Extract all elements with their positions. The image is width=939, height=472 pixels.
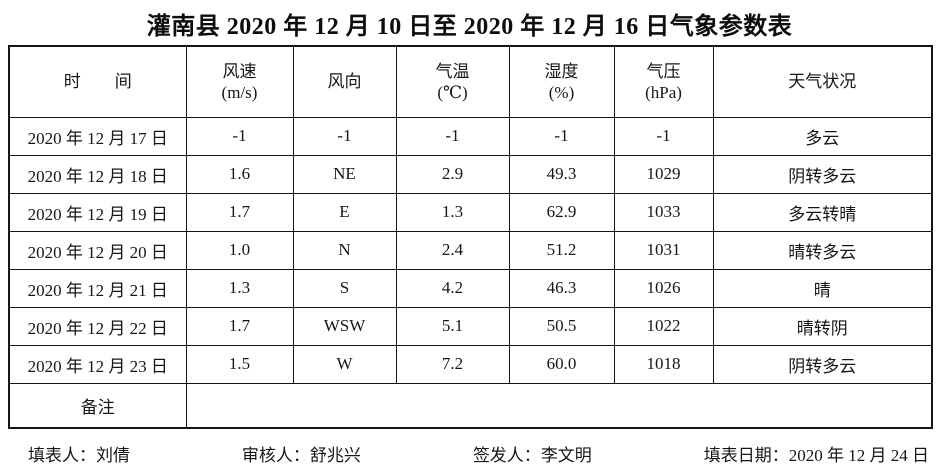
cell-wind-speed: 1.5 (185, 344, 294, 384)
cell-wind-speed: 1.7 (185, 192, 294, 232)
header-unit: (m/s) (221, 82, 258, 102)
cell-weather: 多云 (712, 116, 933, 156)
weather-table: 时 间 风速 (m/s) 风向 气温 (℃) 湿度 (%) (8, 45, 933, 429)
header-cell-wind-speed: 风速 (m/s) (185, 45, 294, 118)
cell-wind-direction: E (292, 192, 397, 232)
cell-pressure: 1018 (613, 344, 714, 384)
remark-value (185, 382, 933, 429)
cell-weather: 晴转阴 (712, 306, 933, 346)
issuer-label: 签发人： (472, 446, 541, 465)
cell-humidity: 50.5 (508, 306, 615, 346)
cell-weather: 晴 (712, 268, 933, 308)
cell-pressure: -1 (613, 116, 714, 156)
reviewer-field: 审核人：舒兆兴 (242, 441, 361, 466)
header-cell-temperature: 气温 (℃) (395, 45, 510, 118)
cell-pressure: 1026 (613, 268, 714, 308)
remark-row: 备注 (8, 382, 933, 429)
reviewer-name: 舒兆兴 (309, 446, 361, 465)
cell-temperature: 1.3 (395, 192, 510, 232)
preparer-label: 填表人： (28, 446, 96, 465)
header-cell-pressure: 气压 (hPa) (613, 45, 714, 118)
table-row: 2020 年 12 月 22 日 1.7 WSW 5.1 50.5 1022 晴… (8, 306, 933, 346)
cell-humidity: 62.9 (508, 192, 615, 232)
table-row: 2020 年 12 月 20 日 1.0 N 2.4 51.2 1031 晴转多… (8, 230, 933, 270)
cell-temperature: 5.1 (395, 306, 510, 346)
header-label: 时 间 (63, 72, 132, 92)
cell-humidity: 49.3 (508, 154, 615, 194)
cell-wind-direction: -1 (292, 116, 397, 156)
header-unit: (℃) (437, 82, 468, 102)
header-unit: (hPa) (645, 82, 682, 102)
cell-wind-direction: N (292, 230, 397, 270)
reviewer-label: 审核人： (241, 446, 310, 465)
issuer-field: 签发人：李文明 (473, 441, 592, 466)
cell-pressure: 1022 (613, 306, 714, 346)
header-cell-weather-condition: 天气状况 (712, 45, 933, 118)
cell-wind-direction: WSW (292, 306, 397, 346)
header-label: 气压 (646, 61, 681, 81)
header-unit: (%) (548, 82, 575, 102)
cell-humidity: 51.2 (508, 230, 615, 270)
cell-date: 2020 年 12 月 22 日 (8, 306, 187, 346)
cell-date: 2020 年 12 月 17 日 (8, 116, 187, 156)
header-cell-wind-direction: 风向 (292, 45, 397, 118)
fill-date-value: 2020 年 12 月 24 日 (788, 446, 929, 465)
cell-humidity: 60.0 (508, 344, 615, 384)
fill-date-label: 填表日期： (703, 446, 789, 465)
cell-weather: 晴转多云 (712, 230, 933, 270)
table-header-row: 时 间 风速 (m/s) 风向 气温 (℃) 湿度 (%) (8, 45, 933, 118)
cell-weather: 阴转多云 (712, 154, 933, 194)
cell-pressure: 1033 (613, 192, 714, 232)
cell-wind-speed: 1.0 (185, 230, 294, 270)
cell-wind-direction: W (292, 344, 397, 384)
cell-wind-speed: 1.6 (185, 154, 294, 194)
cell-temperature: 2.9 (395, 154, 510, 194)
cell-pressure: 1031 (613, 230, 714, 270)
cell-wind-direction: NE (292, 154, 397, 194)
remark-label: 备注 (8, 382, 187, 429)
cell-weather: 多云转晴 (712, 192, 933, 232)
header-cell-humidity: 湿度 (%) (508, 45, 615, 118)
cell-temperature: 2.4 (395, 230, 510, 270)
cell-weather: 阴转多云 (712, 344, 933, 384)
table-row: 2020 年 12 月 21 日 1.3 S 4.2 46.3 1026 晴 (8, 268, 933, 308)
page-title: 灌南县 2020 年 12 月 10 日至 2020 年 12 月 16 日气象… (146, 14, 793, 40)
cell-date: 2020 年 12 月 18 日 (8, 154, 187, 194)
cell-wind-speed: 1.7 (185, 306, 294, 346)
table-row: 2020 年 12 月 23 日 1.5 W 7.2 60.0 1018 阴转多… (8, 344, 933, 384)
cell-date: 2020 年 12 月 23 日 (8, 344, 187, 384)
header-label: 风速 (222, 61, 257, 81)
cell-date: 2020 年 12 月 21 日 (8, 268, 187, 308)
table-row: 2020 年 12 月 18 日 1.6 NE 2.9 49.3 1029 阴转… (8, 154, 933, 194)
table-row: 2020 年 12 月 17 日 -1 -1 -1 -1 -1 多云 (8, 116, 933, 156)
cell-temperature: 7.2 (395, 344, 510, 384)
cell-wind-speed: 1.3 (185, 268, 294, 308)
cell-humidity: 46.3 (508, 268, 615, 308)
cell-temperature: 4.2 (395, 268, 510, 308)
signature-footer: 填表人：刘倩 审核人：舒兆兴 签发人：李文明 填表日期：2020 年 12 月 … (8, 441, 931, 466)
table-row: 2020 年 12 月 19 日 1.7 E 1.3 62.9 1033 多云转… (8, 192, 933, 232)
preparer-field: 填表人：刘倩 (28, 441, 130, 466)
header-label: 湿度 (544, 61, 579, 81)
cell-humidity: -1 (508, 116, 615, 156)
header-label: 气温 (435, 61, 470, 81)
cell-pressure: 1029 (613, 154, 714, 194)
cell-wind-speed: -1 (185, 116, 294, 156)
issuer-name: 李文明 (540, 446, 592, 465)
cell-date: 2020 年 12 月 20 日 (8, 230, 187, 270)
cell-wind-direction: S (292, 268, 397, 308)
header-label: 天气状况 (788, 72, 857, 92)
cell-temperature: -1 (395, 116, 510, 156)
fill-date-field: 填表日期：2020 年 12 月 24 日 (704, 441, 929, 466)
header-label: 风向 (327, 72, 362, 92)
cell-date: 2020 年 12 月 19 日 (8, 192, 187, 232)
preparer-name: 刘倩 (96, 446, 130, 465)
header-cell-time: 时 间 (8, 45, 187, 118)
